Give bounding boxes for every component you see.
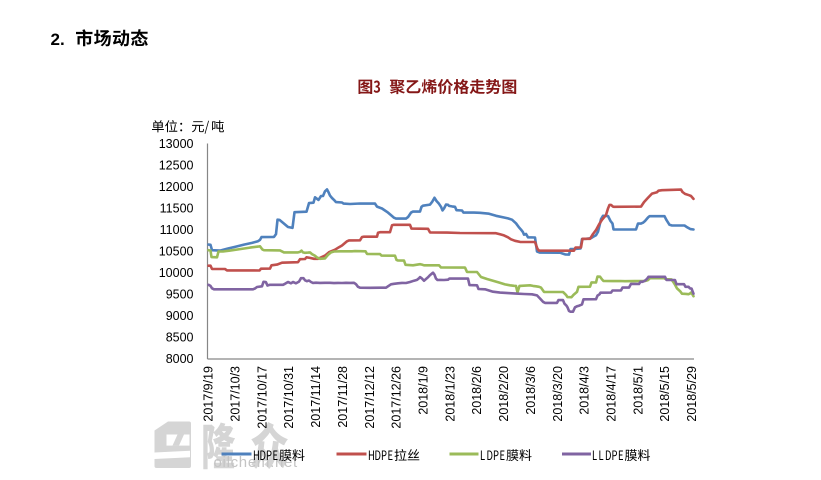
svg-text:12500: 12500 (159, 159, 194, 173)
svg-text:12000: 12000 (159, 180, 194, 194)
svg-text:11000: 11000 (160, 223, 194, 237)
svg-text:oilchem.net: oilchem.net (214, 454, 299, 471)
svg-text:8500: 8500 (166, 331, 194, 345)
svg-text:2018/5/1: 2018/5/1 (631, 366, 645, 415)
svg-text:2018/5/15: 2018/5/15 (658, 366, 672, 422)
svg-text:2018/3/20: 2018/3/20 (551, 366, 565, 422)
svg-text:2018/2/20: 2018/2/20 (497, 366, 511, 422)
svg-text:10000: 10000 (159, 266, 194, 280)
svg-text:2017/12/12: 2017/12/12 (363, 366, 377, 429)
svg-text:2018/1/9: 2018/1/9 (417, 366, 431, 415)
svg-text:2017/10/31: 2017/10/31 (282, 366, 296, 429)
svg-text:2018/5/29: 2018/5/29 (685, 366, 699, 422)
svg-text:2017/11/28: 2017/11/28 (336, 366, 350, 428)
svg-text:10500: 10500 (159, 245, 194, 259)
svg-text:2018/4/3: 2018/4/3 (578, 366, 592, 415)
svg-text:9500: 9500 (166, 288, 194, 302)
svg-text:2018/4/17: 2018/4/17 (605, 366, 619, 422)
svg-text:2018/2/6: 2018/2/6 (470, 366, 484, 415)
svg-text:2017/9/19: 2017/9/19 (202, 366, 216, 422)
svg-text:2017/12/26: 2017/12/26 (390, 366, 404, 429)
svg-text:2018/1/23: 2018/1/23 (443, 366, 457, 422)
svg-text:13000: 13000 (159, 137, 194, 151)
svg-text:2017/10/17: 2017/10/17 (255, 366, 269, 429)
svg-text:2.: 2. (51, 30, 65, 49)
svg-text:2017/11/14: 2017/11/14 (309, 366, 323, 428)
svg-text:11500: 11500 (160, 202, 194, 216)
svg-text:8000: 8000 (166, 352, 194, 366)
svg-text:2018/3/6: 2018/3/6 (524, 366, 538, 415)
svg-text:2017/10/3: 2017/10/3 (229, 366, 243, 422)
svg-text:9000: 9000 (166, 309, 194, 323)
